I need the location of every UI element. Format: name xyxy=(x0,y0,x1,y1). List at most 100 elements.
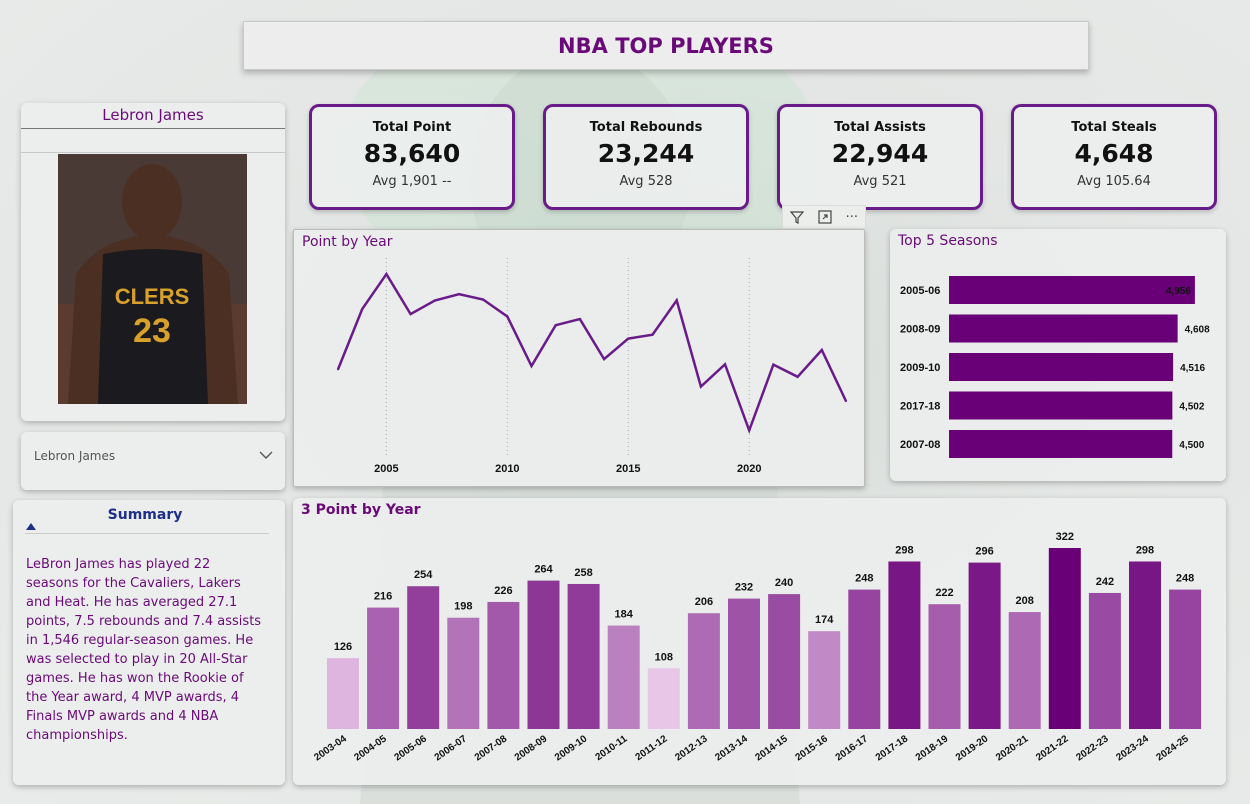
kpi-average: Avg 105.64 xyxy=(1077,174,1151,189)
x-tick-label: 2015 xyxy=(616,463,640,475)
bar xyxy=(928,604,961,729)
data-label: 296 xyxy=(975,546,993,558)
data-label: 208 xyxy=(1016,595,1034,607)
data-label: 4,502 xyxy=(1179,402,1204,413)
kpi-card-total-point: Total Point 83,640 Avg 1,901 -- xyxy=(309,104,515,210)
summary-panel: Summary LeBron James has played 22 seaso… xyxy=(13,500,285,785)
line-point xyxy=(651,333,654,336)
bar xyxy=(367,607,400,729)
line-point xyxy=(385,273,388,276)
player-name: Lebron James xyxy=(102,106,204,124)
data-label: 258 xyxy=(574,567,592,579)
x-tick-label: 2007-08 xyxy=(473,733,510,763)
data-label: 222 xyxy=(935,587,953,599)
category-label: 2017-18 xyxy=(900,401,940,413)
data-label: 216 xyxy=(374,591,392,603)
data-label: 184 xyxy=(615,609,634,621)
bar xyxy=(607,625,640,729)
line-point xyxy=(772,363,775,366)
chart-title: Top 5 Seasons xyxy=(898,233,998,249)
category-label: 2007-08 xyxy=(900,439,940,451)
line-point xyxy=(361,308,364,311)
x-tick-label: 2012-13 xyxy=(673,733,710,763)
focus-mode-icon[interactable] xyxy=(818,210,832,224)
x-tick-label: 2005-06 xyxy=(393,733,430,763)
more-options-icon[interactable]: ··· xyxy=(845,209,859,225)
bar xyxy=(407,586,440,729)
data-label: 4,500 xyxy=(1179,440,1204,451)
x-tick-label: 2009-10 xyxy=(553,733,590,763)
x-tick-label: 2020-21 xyxy=(994,733,1031,763)
slicer-value: Lebron James xyxy=(34,449,116,463)
bar xyxy=(768,594,801,729)
divider xyxy=(21,152,285,153)
bar xyxy=(949,391,1173,420)
line-point xyxy=(578,318,581,321)
chart-title: Point by Year xyxy=(302,234,393,250)
collapse-up-icon[interactable] xyxy=(26,523,36,530)
bar xyxy=(888,561,921,729)
x-tick-label: 2006-07 xyxy=(433,733,470,763)
data-label: 322 xyxy=(1056,531,1074,543)
x-tick-label: 2019-20 xyxy=(954,733,991,763)
top-seasons-chart: 2005-06 4,956 2008-09 4,608 2009-10 4,516 2017… xyxy=(900,276,1210,458)
top-5-seasons-panel: Top 5 Seasons 2005-06 4,956 2008-09 4,608 20… xyxy=(890,229,1226,481)
line-point xyxy=(724,363,727,366)
bar xyxy=(1008,612,1041,729)
line-point xyxy=(627,337,630,340)
chart-title: 3 Point by Year xyxy=(301,502,421,518)
summary-text: LeBron James has played 22 seasons for t… xyxy=(26,557,262,743)
bar xyxy=(1088,592,1121,729)
line-point xyxy=(748,429,751,432)
divider xyxy=(21,128,285,129)
bar xyxy=(949,430,1173,458)
player-slicer[interactable]: Lebron James xyxy=(21,432,285,490)
kpi-average: Avg 1,901 -- xyxy=(372,174,452,189)
player-photo: CLERS 23 xyxy=(58,154,247,404)
bar xyxy=(527,580,560,729)
x-tick-label: 2022-23 xyxy=(1074,733,1111,763)
data-label: 226 xyxy=(494,585,512,597)
filter-icon[interactable] xyxy=(789,210,804,224)
three-point-chart: 126 2003-04 216 2004-05 254 2005-06 198 2006-07… xyxy=(312,531,1202,764)
data-label: 240 xyxy=(775,577,793,589)
visual-header-toolbar: ··· xyxy=(782,205,866,229)
x-tick-label: 2008-09 xyxy=(513,733,550,763)
category-label: 2009-10 xyxy=(900,362,940,374)
line-point xyxy=(603,358,606,361)
bar xyxy=(1129,561,1161,729)
x-tick-label: 2010-11 xyxy=(593,733,629,763)
bar xyxy=(728,598,760,729)
x-tick-label: 2014-15 xyxy=(753,733,790,763)
x-tick-label: 2011-12 xyxy=(634,733,670,763)
player-card: Lebron James CLERS 23 xyxy=(21,103,285,421)
kpi-card-total-assists: Total Assists 22,944 Avg 521 xyxy=(777,104,983,210)
line-point xyxy=(457,293,460,296)
x-tick-label: 2023-24 xyxy=(1114,733,1151,763)
bar xyxy=(1048,548,1081,729)
category-label: 2005-06 xyxy=(900,285,940,297)
series-line-points xyxy=(336,271,848,435)
x-tick-label: 2015-16 xyxy=(794,733,831,763)
dashboard-title: NBA TOP PLAYERS xyxy=(243,21,1089,70)
point-by-year-panel: Point by Year 2005 2010 2015 2020 xyxy=(293,229,865,487)
x-tick-label: 2005 xyxy=(374,463,398,475)
bar xyxy=(949,314,1178,343)
data-label: 198 xyxy=(454,601,472,613)
bar xyxy=(968,562,1001,729)
kpi-label: Total Assists xyxy=(834,120,926,135)
bar xyxy=(447,617,480,729)
bar xyxy=(327,658,359,729)
x-tick-label: 2024-25 xyxy=(1154,733,1191,763)
line-point xyxy=(699,385,702,388)
jersey-team-text: CLERS xyxy=(115,284,190,309)
bar xyxy=(949,276,1195,304)
bar xyxy=(848,589,881,729)
line-point xyxy=(433,299,436,302)
line-point xyxy=(820,348,823,351)
kpi-label: Total Rebounds xyxy=(589,120,703,135)
bar xyxy=(647,668,680,729)
bar xyxy=(687,613,720,729)
chevron-down-icon[interactable] xyxy=(259,450,273,460)
line-point xyxy=(530,365,533,368)
